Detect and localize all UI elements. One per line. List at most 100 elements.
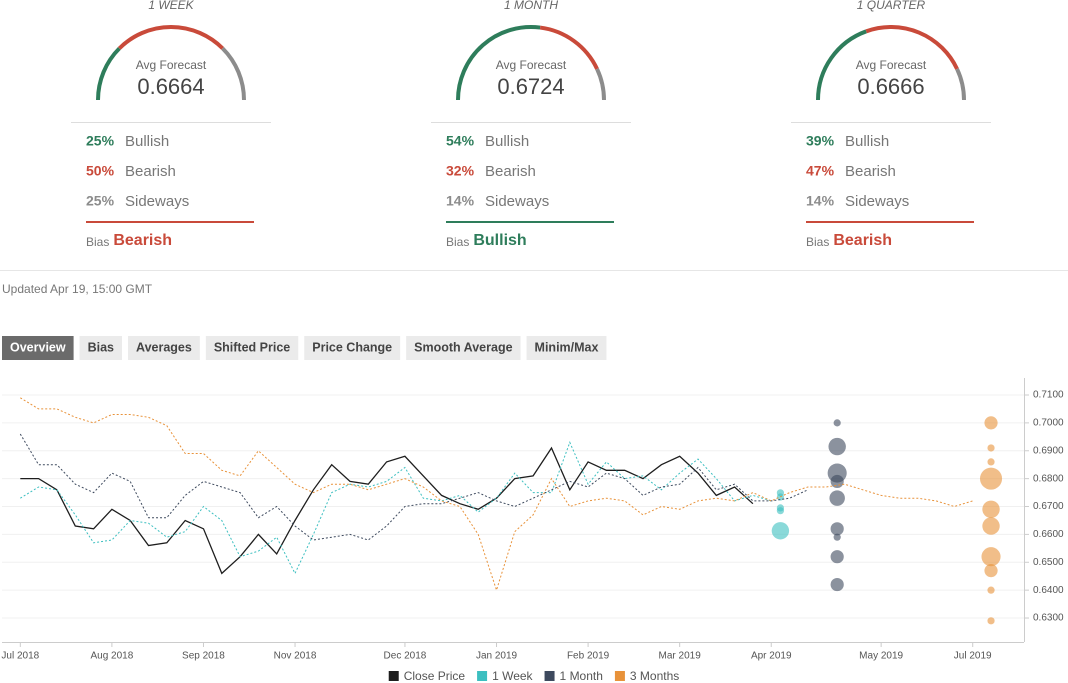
forecast-bubble xyxy=(982,500,1000,519)
tab-bg[interactable] xyxy=(526,336,607,360)
y-tick-label: 0.7000 xyxy=(1033,418,1064,429)
legend-label[interactable]: Close Price xyxy=(404,669,466,683)
updated-note: Updated Apr 19, 15:00 GMT xyxy=(2,282,153,296)
x-tick-label: Mar 2019 xyxy=(659,651,702,662)
tab-label[interactable]: Shifted Price xyxy=(214,340,290,354)
legend-swatch[interactable] xyxy=(388,671,399,681)
tab[interactable]: Minim/Max xyxy=(526,336,607,360)
tab-bg[interactable] xyxy=(79,336,122,360)
series-line xyxy=(20,446,754,575)
y-tick-label: 0.7100 xyxy=(1033,390,1064,401)
tab-label[interactable]: Overview xyxy=(10,340,66,354)
forecast-bubble xyxy=(830,577,844,592)
forecast-bubble xyxy=(833,533,841,541)
bias-value: Bearish xyxy=(113,232,172,249)
avg-forecast: 0.6664 xyxy=(137,74,204,99)
period-label: 1 MONTH xyxy=(504,0,558,12)
avg-forecast: 0.6666 xyxy=(857,74,924,99)
gauge-segment xyxy=(539,25,599,70)
tab-bg[interactable] xyxy=(205,336,299,360)
y-tick-label: 0.6700 xyxy=(1033,501,1064,512)
direction: Sideways xyxy=(845,193,909,210)
forecast-bubble xyxy=(833,419,841,427)
tab-label[interactable]: Bias xyxy=(88,340,114,354)
series-line xyxy=(20,441,772,575)
y-tick-label: 0.6600 xyxy=(1033,529,1064,540)
tab-label[interactable]: Minim/Max xyxy=(535,340,599,354)
series-line xyxy=(19,433,809,541)
x-tick-label: Sep 2018 xyxy=(182,651,225,662)
x-tick-label: Dec 2018 xyxy=(384,651,427,662)
legend-swatch[interactable] xyxy=(614,671,625,681)
y-tick-label: 0.6400 xyxy=(1033,585,1064,596)
pct: 39% xyxy=(806,133,835,149)
forecast-bubble xyxy=(829,490,845,506)
tab[interactable]: Shifted Price xyxy=(205,336,299,360)
gauge-segment xyxy=(595,68,606,101)
x-tick-label: Jul 2019 xyxy=(954,651,992,662)
x-tick-label: Jul 2018 xyxy=(1,651,39,662)
forecast-bubble xyxy=(771,522,790,540)
y-tick-label: 0.6500 xyxy=(1033,557,1064,568)
forecast-bubble xyxy=(830,474,844,489)
tab-label[interactable]: Averages xyxy=(136,340,192,354)
forecast-bubble xyxy=(776,507,785,515)
forecast-bubble xyxy=(987,617,995,625)
tab-label[interactable]: Price Change xyxy=(312,340,392,354)
forecast-bubble xyxy=(828,437,846,456)
x-tick-label: Apr 2019 xyxy=(751,651,792,662)
tab-bg[interactable] xyxy=(128,336,200,360)
tab-bg[interactable] xyxy=(406,336,521,360)
pct: 25% xyxy=(86,193,115,209)
bias-label: Bias xyxy=(446,235,469,249)
pct: 25% xyxy=(86,133,115,149)
direction: Bullish xyxy=(845,133,889,150)
pct: 47% xyxy=(806,163,835,179)
tab[interactable]: Bias xyxy=(79,336,122,360)
forecast-bubble xyxy=(984,416,998,430)
x-tick-label: Nov 2018 xyxy=(274,651,317,662)
gauge-label: Avg Forecast xyxy=(496,58,567,72)
gauge-segment xyxy=(96,46,121,101)
legend-label[interactable]: 3 Months xyxy=(630,669,679,683)
period-label: 1 WEEK xyxy=(148,0,194,12)
legend-label[interactable]: 1 Week xyxy=(492,669,533,683)
legend-swatch[interactable] xyxy=(477,671,488,681)
legend-label[interactable]: 1 Month xyxy=(560,669,603,683)
tab-bg[interactable] xyxy=(2,336,74,360)
tab[interactable]: Smooth Average xyxy=(406,336,521,360)
legend-swatch[interactable] xyxy=(544,671,555,681)
forecast-bubble xyxy=(982,517,1000,535)
tab[interactable]: Averages xyxy=(128,336,200,360)
gauge-label: Avg Forecast xyxy=(856,58,927,72)
forecast-bubble xyxy=(830,522,844,536)
bias-value: Bearish xyxy=(833,232,892,249)
x-tick-label: Jan 2019 xyxy=(476,651,518,662)
direction: Bullish xyxy=(485,133,529,150)
period-label: 1 QUARTER xyxy=(857,0,926,12)
tab[interactable]: Overview xyxy=(2,336,74,360)
direction: Bearish xyxy=(845,163,896,180)
direction: Sideways xyxy=(485,193,549,210)
pct: 54% xyxy=(446,133,475,149)
tab-label[interactable]: Smooth Average xyxy=(414,340,512,354)
forecast-bubble xyxy=(987,586,995,594)
gauge-label: Avg Forecast xyxy=(136,58,207,72)
x-tick-label: Aug 2018 xyxy=(90,651,133,662)
y-tick-label: 0.6300 xyxy=(1033,613,1064,624)
x-tick-label: May 2019 xyxy=(859,651,903,662)
forecast-bubble xyxy=(830,550,844,564)
tab[interactable]: Price Change xyxy=(304,336,401,360)
pct: 14% xyxy=(806,193,835,209)
tab-bg[interactable] xyxy=(304,336,401,360)
direction: Bearish xyxy=(485,163,536,180)
gauge-segment xyxy=(221,46,246,101)
forecast-bubble xyxy=(984,564,998,578)
forecast-bubble xyxy=(987,444,995,452)
gauge-segment xyxy=(865,25,959,70)
forecast-bubble xyxy=(987,458,995,466)
y-tick-label: 0.6800 xyxy=(1033,473,1064,484)
bias-label: Bias xyxy=(86,235,109,249)
gauge-segment xyxy=(816,29,867,101)
forecast-bubble xyxy=(980,467,1003,490)
